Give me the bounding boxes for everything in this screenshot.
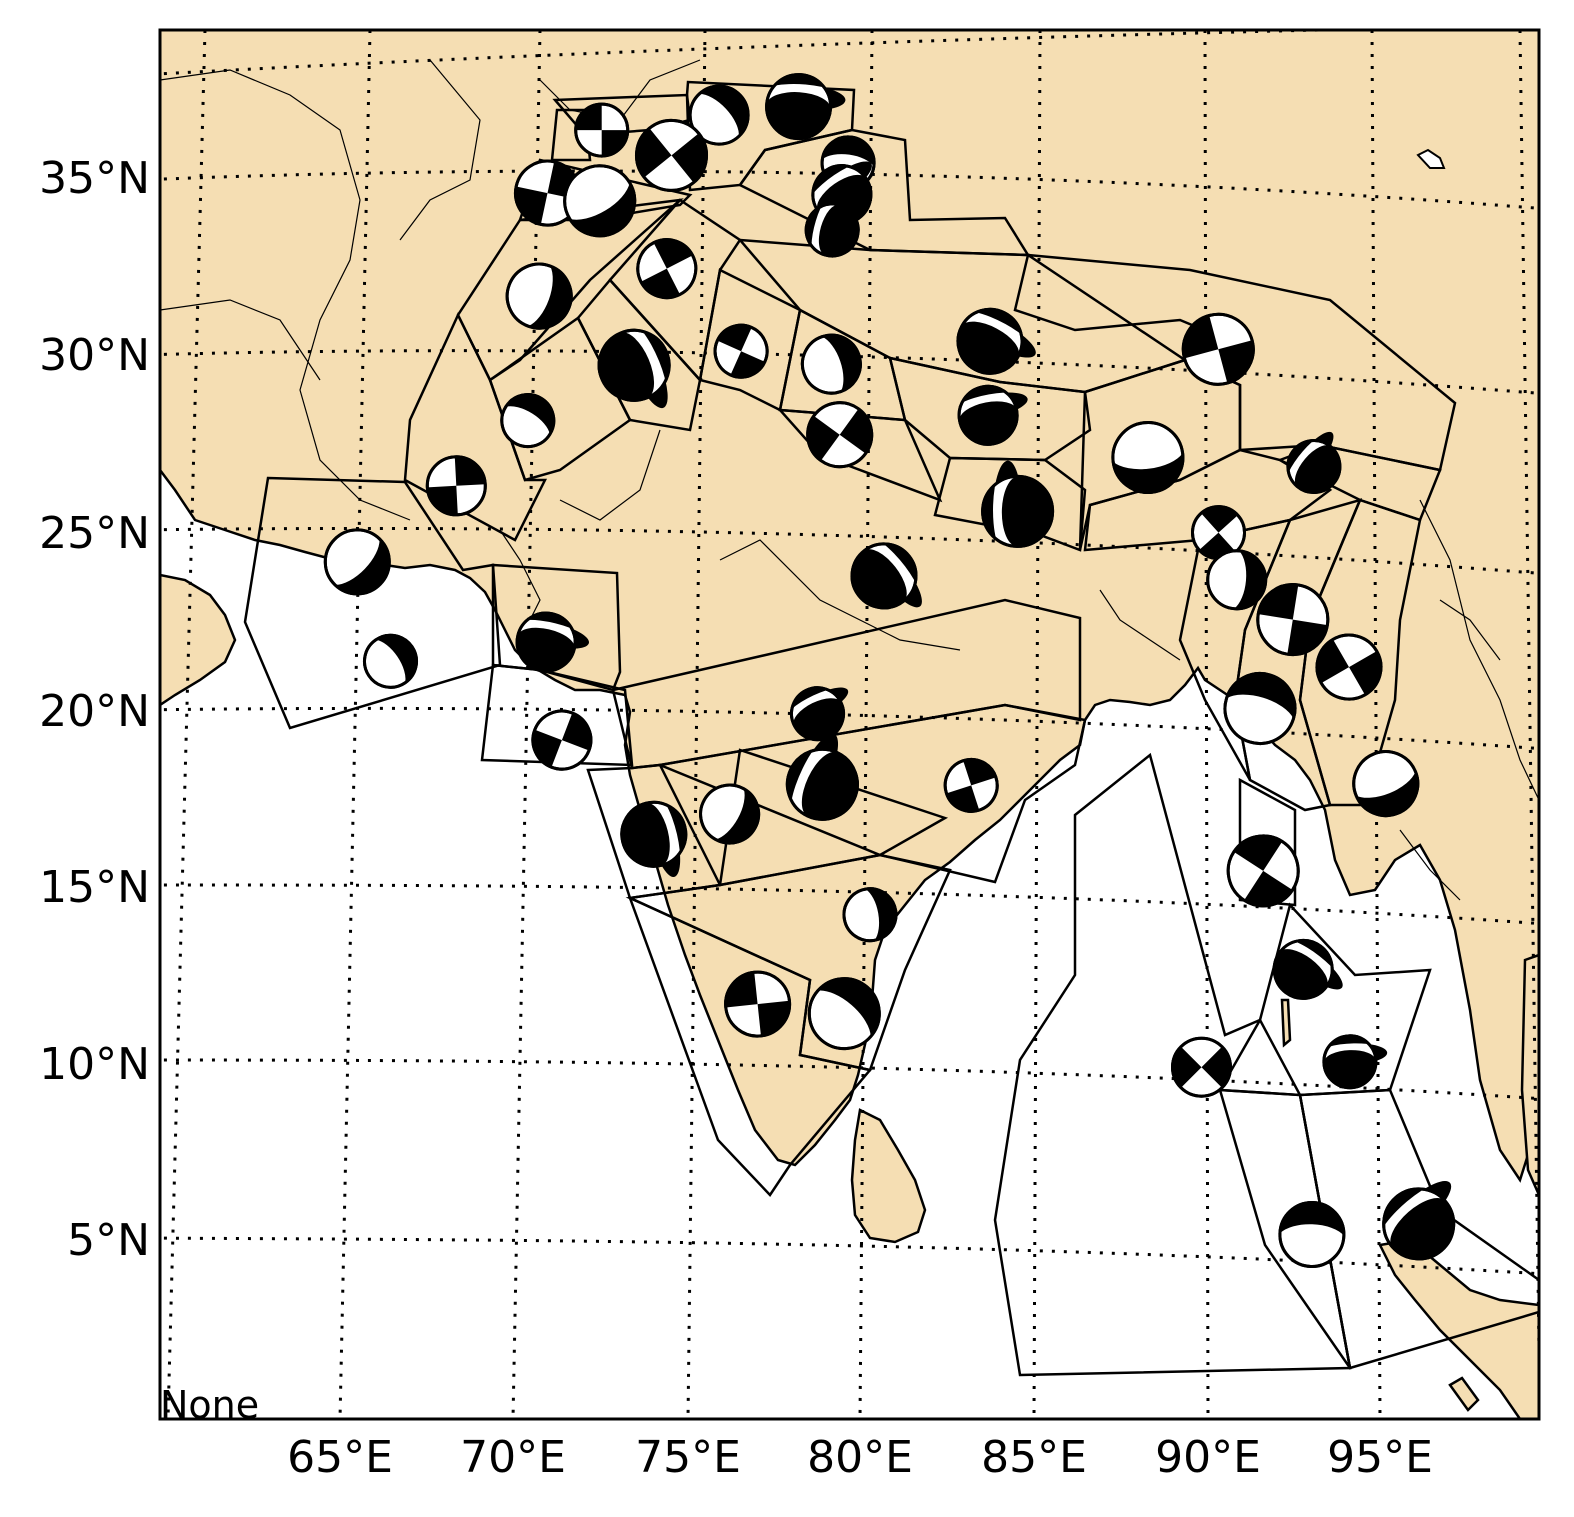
focal-mechanism-beachball xyxy=(1272,938,1343,1000)
lat-label-20: 20°N xyxy=(39,686,150,737)
tibet-lake xyxy=(1416,148,1446,169)
focal-mechanism-beachball xyxy=(1278,1201,1346,1268)
focal-mechanism-beachball xyxy=(785,733,859,821)
focal-mechanism-beachball xyxy=(956,307,1036,375)
focal-mechanism-beachball xyxy=(1111,421,1185,494)
focal-mechanism-beachball xyxy=(505,262,573,330)
focal-mechanism-beachball xyxy=(620,800,688,877)
focal-mechanism-beachball xyxy=(1322,1034,1388,1090)
lat-label-10: 10°N xyxy=(39,1039,150,1090)
lat-axis-labels: 35°N 30°N 25°N 20°N 15°N 10°N 5°N xyxy=(39,153,150,1266)
lon-label-80: 80°E xyxy=(807,1432,913,1483)
focal-mechanism-beachball xyxy=(531,709,593,771)
focal-mechanism-beachball xyxy=(724,970,792,1038)
focal-mechanism-beachball xyxy=(1171,1036,1232,1098)
landmass-arabia xyxy=(160,573,237,707)
focal-mechanism-beachball xyxy=(636,238,698,300)
lon-label-90: 90°E xyxy=(1155,1432,1261,1483)
focal-mechanism-beachball xyxy=(1223,672,1297,745)
focal-mechanism-beachball xyxy=(806,401,874,469)
focal-mechanism-beachball xyxy=(850,542,922,610)
focal-mechanism-beachball xyxy=(842,887,898,943)
focal-mechanism-beachball xyxy=(981,460,1055,548)
focal-mechanism-beachball xyxy=(574,102,630,158)
focal-mechanism-beachball xyxy=(713,323,769,379)
nicobar-island xyxy=(1448,1376,1480,1412)
focal-mechanism-beachball xyxy=(1352,750,1420,818)
lat-label-5: 5°N xyxy=(67,1215,150,1266)
corner-label: None xyxy=(160,1383,259,1427)
focal-mechanism-beachball xyxy=(425,455,487,517)
focal-mechanism-beachball xyxy=(1315,633,1383,701)
lon-label-85: 85°E xyxy=(981,1432,1087,1483)
graticule xyxy=(160,30,1539,1419)
andaman-islands xyxy=(1280,998,1292,1048)
lon-axis-labels: 65°E 70°E 75°E 80°E 85°E 90°E 95°E xyxy=(287,1432,1433,1483)
focal-mechanism-beachball xyxy=(363,633,418,689)
focal-mechanism-beachball xyxy=(500,393,556,449)
focal-mechanism-beachball xyxy=(1256,583,1330,657)
focal-mechanism-beachball xyxy=(323,528,391,596)
lat-label-35: 35°N xyxy=(39,153,150,204)
focal-mechanism-beachball xyxy=(1206,549,1268,611)
focal-mechanism-beachball xyxy=(635,118,708,192)
lon-label-70: 70°E xyxy=(460,1432,566,1483)
focal-mechanism-beachball xyxy=(807,977,881,1051)
focal-mechanism-beachball xyxy=(1181,312,1255,386)
focal-mechanism-beachball xyxy=(1226,834,1300,908)
focal-mechanism-beachball xyxy=(699,783,761,845)
focal-mechanism-layer xyxy=(323,73,1456,1268)
lat-label-15: 15°N xyxy=(39,862,150,913)
focal-mechanism-beachball xyxy=(515,611,589,673)
map-frame xyxy=(158,28,1541,1421)
focal-mechanism-beachball xyxy=(597,328,671,409)
lat-label-25: 25°N xyxy=(39,508,150,559)
focal-mechanism-beachball xyxy=(765,73,846,141)
lon-label-75: 75°E xyxy=(635,1432,741,1483)
landmass-sri-lanka xyxy=(850,1108,927,1244)
focal-mechanism-beachball xyxy=(804,191,860,258)
lat-label-30: 30°N xyxy=(39,330,150,381)
focal-mechanism-beachball xyxy=(563,164,637,238)
focal-mechanism-beachball xyxy=(957,384,1028,446)
focal-mechanism-beachball xyxy=(800,333,862,395)
focal-mechanism-beachball xyxy=(790,686,849,742)
focal-mechanism-beachball xyxy=(943,757,999,813)
focal-mechanism-beachball xyxy=(1286,431,1342,494)
lon-label-65: 65°E xyxy=(287,1432,393,1483)
landmass-sumatra xyxy=(1378,1238,1539,1419)
focal-mechanism-beachball xyxy=(1382,1181,1456,1261)
lon-label-95: 95°E xyxy=(1327,1432,1433,1483)
